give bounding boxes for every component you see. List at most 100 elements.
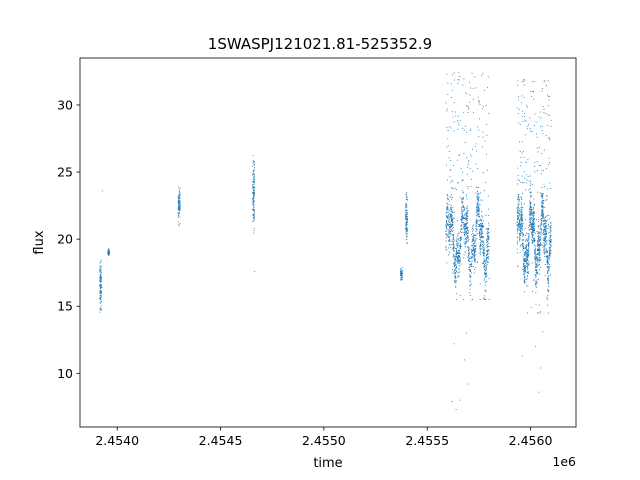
data-point	[405, 226, 407, 228]
data-point	[99, 276, 101, 278]
data-point	[253, 164, 255, 166]
data-point	[475, 192, 477, 194]
data-point	[468, 254, 470, 256]
data-point	[478, 207, 480, 209]
data-point	[461, 232, 463, 233]
data-point	[453, 250, 455, 252]
data-point	[546, 196, 548, 198]
data-point	[528, 124, 529, 126]
data-point	[535, 269, 537, 271]
data-point	[526, 246, 528, 248]
data-point	[550, 239, 552, 241]
data-point	[520, 232, 522, 234]
data-point	[538, 165, 540, 167]
data-point	[477, 210, 479, 212]
data-point	[533, 222, 535, 223]
data-point	[449, 176, 451, 178]
data-point	[471, 239, 473, 241]
data-point	[457, 235, 459, 237]
data-point	[459, 294, 461, 296]
data-point	[524, 113, 525, 114]
data-point	[547, 223, 549, 225]
data-point	[529, 201, 531, 203]
data-point	[479, 238, 481, 240]
data-point	[449, 247, 451, 249]
data-point	[462, 198, 464, 200]
data-point	[540, 244, 542, 246]
data-point	[406, 219, 408, 221]
data-point	[252, 161, 254, 163]
data-point	[517, 224, 519, 226]
data-point	[99, 285, 101, 287]
data-point	[524, 260, 526, 262]
data-point	[518, 199, 520, 201]
data-point	[540, 212, 542, 214]
data-point	[546, 256, 548, 258]
data-point	[531, 223, 533, 225]
data-point	[473, 251, 475, 253]
data-point	[523, 203, 525, 205]
chart-title: 1SWASPJ121021.81-525352.9	[208, 35, 432, 53]
data-point	[177, 202, 179, 204]
data-point	[253, 175, 255, 177]
data-point	[519, 244, 521, 246]
data-point	[464, 251, 466, 253]
data-point	[400, 279, 402, 281]
data-point	[107, 254, 109, 255]
data-point	[524, 276, 526, 278]
data-point	[447, 198, 449, 200]
data-point	[484, 262, 486, 264]
data-point	[527, 243, 529, 245]
data-point	[523, 264, 525, 266]
data-point	[447, 82, 449, 84]
data-point	[447, 236, 449, 238]
data-point	[486, 257, 488, 259]
data-point	[478, 200, 480, 202]
data-point	[468, 161, 469, 163]
data-point	[481, 229, 483, 231]
data-point	[536, 271, 538, 273]
data-point	[524, 119, 526, 121]
data-point	[526, 179, 528, 181]
data-point	[549, 182, 551, 184]
data-point	[546, 236, 547, 238]
data-point	[447, 94, 449, 95]
data-point	[455, 269, 457, 271]
data-point	[178, 215, 179, 217]
data-point	[524, 246, 526, 248]
data-point	[474, 240, 475, 242]
data-point	[519, 212, 521, 214]
data-point	[537, 253, 538, 254]
data-point	[488, 261, 490, 263]
data-point	[457, 255, 459, 257]
data-point	[527, 236, 529, 238]
data-point	[517, 217, 519, 219]
data-point	[253, 171, 255, 173]
data-point	[480, 244, 481, 246]
data-point	[545, 230, 547, 232]
data-point	[468, 259, 469, 261]
data-point	[518, 96, 519, 98]
data-point	[465, 225, 467, 227]
data-point	[464, 233, 466, 235]
data-point	[405, 230, 407, 232]
data-point	[465, 217, 467, 219]
data-point	[468, 253, 470, 255]
data-point	[535, 256, 537, 258]
data-point	[469, 168, 471, 169]
data-point	[466, 241, 467, 243]
data-point	[100, 281, 102, 282]
data-point	[456, 240, 458, 242]
data-point	[406, 242, 408, 244]
data-point	[542, 106, 544, 107]
data-point	[528, 263, 530, 265]
data-point	[476, 223, 478, 225]
data-point	[542, 239, 544, 241]
data-point	[526, 125, 528, 127]
data-point	[488, 299, 490, 300]
x-axis-label: time	[313, 456, 342, 471]
data-point	[462, 227, 464, 229]
data-point	[529, 117, 531, 119]
data-point	[538, 232, 540, 234]
data-point	[527, 275, 528, 277]
